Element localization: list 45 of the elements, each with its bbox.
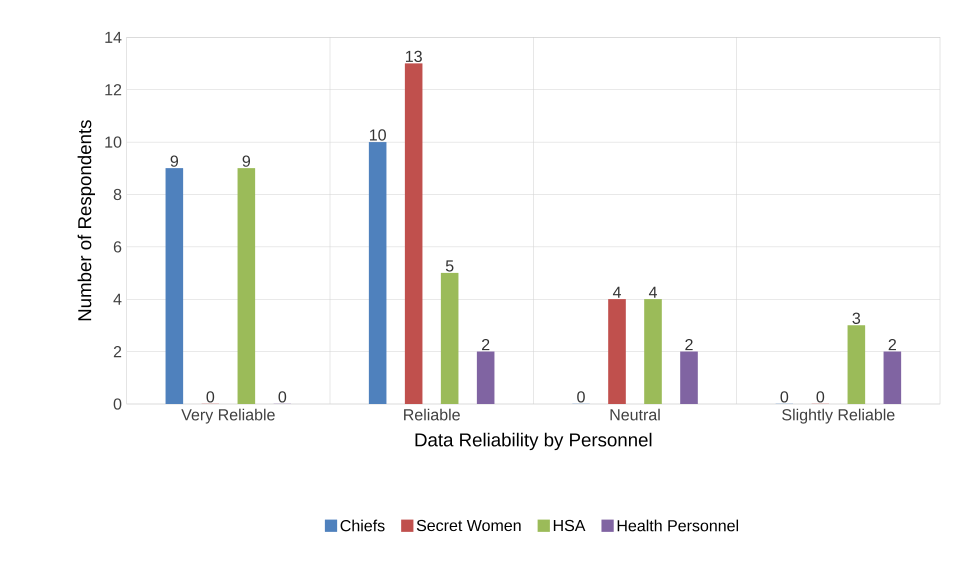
data-label: 10 bbox=[370, 129, 386, 140]
legend-label: HSA bbox=[554, 520, 586, 531]
data-label: 3 bbox=[852, 312, 860, 324]
x-axis-title: Data Reliability by Personnel bbox=[416, 432, 652, 450]
bar bbox=[440, 272, 458, 404]
bar bbox=[680, 351, 698, 404]
data-label: 0 bbox=[577, 391, 585, 402]
data-label: 0 bbox=[278, 391, 286, 402]
y-tick-label: 8 bbox=[114, 188, 122, 200]
y-axis-title: Number of Respondents bbox=[78, 120, 95, 320]
data-label: 2 bbox=[888, 338, 896, 350]
data-label: 9 bbox=[170, 155, 178, 167]
y-tick-label: 4 bbox=[113, 294, 122, 305]
data-label: 4 bbox=[648, 286, 657, 298]
data-label: 0 bbox=[816, 391, 824, 402]
bar bbox=[238, 168, 256, 404]
y-tick-label: 2 bbox=[114, 346, 122, 358]
data-label: 0 bbox=[780, 391, 788, 402]
data-label: 2 bbox=[685, 338, 693, 350]
legend-label: Health Personnel bbox=[618, 519, 738, 532]
bar bbox=[368, 142, 386, 404]
y-tick-label: 0 bbox=[114, 398, 122, 410]
data-label: 9 bbox=[242, 155, 250, 167]
bar bbox=[608, 298, 626, 404]
x-tick-label: Neutral bbox=[610, 408, 660, 420]
y-tick-label: 14 bbox=[105, 32, 122, 43]
y-tick-label: 6 bbox=[114, 241, 122, 252]
bar bbox=[404, 63, 422, 404]
bar bbox=[884, 351, 902, 404]
legend-label: Chiefs bbox=[340, 519, 385, 532]
data-label: 4 bbox=[612, 286, 621, 298]
bar bbox=[476, 351, 494, 404]
bar bbox=[848, 325, 866, 404]
bar bbox=[166, 168, 184, 404]
y-tick-label: 10 bbox=[105, 136, 122, 148]
x-tick-label: Very Reliable bbox=[181, 408, 275, 424]
bar bbox=[644, 298, 662, 404]
data-label: 13 bbox=[406, 50, 422, 62]
x-tick-label: Slightly Reliable bbox=[782, 408, 894, 424]
x-tick-label: Reliable bbox=[404, 408, 460, 420]
legend-label: Secret Women bbox=[416, 520, 521, 531]
y-tick-label: 12 bbox=[105, 84, 122, 96]
data-label: 5 bbox=[446, 260, 454, 272]
data-label: 0 bbox=[206, 391, 214, 402]
data-label: 2 bbox=[482, 338, 490, 350]
